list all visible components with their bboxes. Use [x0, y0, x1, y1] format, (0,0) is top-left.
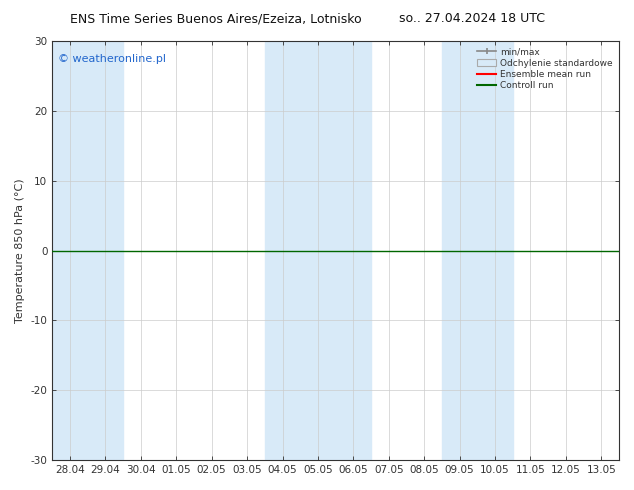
Legend: min/max, Odchylenie standardowe, Ensemble mean run, Controll run: min/max, Odchylenie standardowe, Ensembl… [475, 46, 614, 92]
Y-axis label: Temperature 850 hPa (°C): Temperature 850 hPa (°C) [15, 178, 25, 323]
Bar [442, 41, 513, 460]
Text: ENS Time Series Buenos Aires/Ezeiza, Lotnisko: ENS Time Series Buenos Aires/Ezeiza, Lot… [70, 12, 361, 25]
Bar [265, 41, 371, 460]
Bar [52, 41, 123, 460]
Text: so.. 27.04.2024 18 UTC: so.. 27.04.2024 18 UTC [399, 12, 545, 25]
Text: © weatheronline.pl: © weatheronline.pl [58, 53, 166, 64]
